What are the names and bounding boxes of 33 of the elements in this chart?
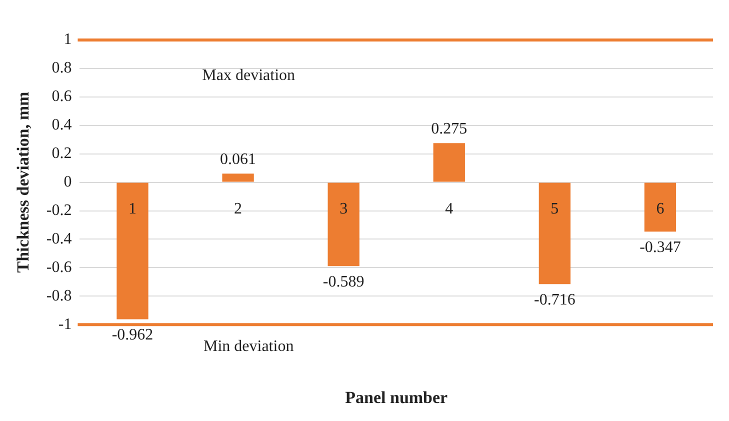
x-tick-label: 2 — [234, 200, 242, 218]
data-label: -0.716 — [534, 291, 576, 308]
x-tick-label: 3 — [340, 200, 348, 218]
y-tick-label: 0 — [64, 174, 72, 191]
y-tick-label: -1 — [58, 316, 72, 333]
bar — [433, 143, 465, 182]
bar — [644, 182, 676, 232]
x-tick-label: 6 — [656, 200, 664, 218]
y-tick-label: -0.6 — [46, 258, 72, 276]
y-tick-label: -0.8 — [46, 287, 72, 304]
x-tick-label: 4 — [445, 200, 454, 218]
data-label: -0.962 — [112, 326, 154, 344]
x-tick-label: 5 — [550, 200, 559, 218]
x-axis-title: Panel number — [345, 388, 448, 408]
data-label: -0.347 — [640, 238, 681, 256]
y-tick-label: 1 — [64, 31, 72, 48]
bar — [538, 182, 571, 284]
y-axis-title: Thickness deviation, mm — [14, 92, 33, 273]
y-tick-label: 0.8 — [52, 60, 72, 77]
ref-line-label: Max deviation — [202, 67, 296, 84]
y-tick-label: 0.2 — [52, 145, 72, 162]
bar — [116, 182, 148, 320]
bar — [328, 182, 360, 266]
x-tick-label: 1 — [128, 200, 136, 218]
data-label: 0.275 — [431, 120, 468, 138]
y-tick-label: 0.4 — [52, 116, 72, 134]
data-label: -0.589 — [322, 273, 364, 290]
bar — [222, 174, 254, 182]
y-tick-label: -0.4 — [46, 230, 72, 248]
ref-line-label: Min deviation — [203, 338, 294, 355]
y-tick-label: -0.2 — [46, 202, 72, 219]
y-tick-label: 0.6 — [52, 88, 72, 106]
data-label: 0.061 — [220, 150, 256, 168]
